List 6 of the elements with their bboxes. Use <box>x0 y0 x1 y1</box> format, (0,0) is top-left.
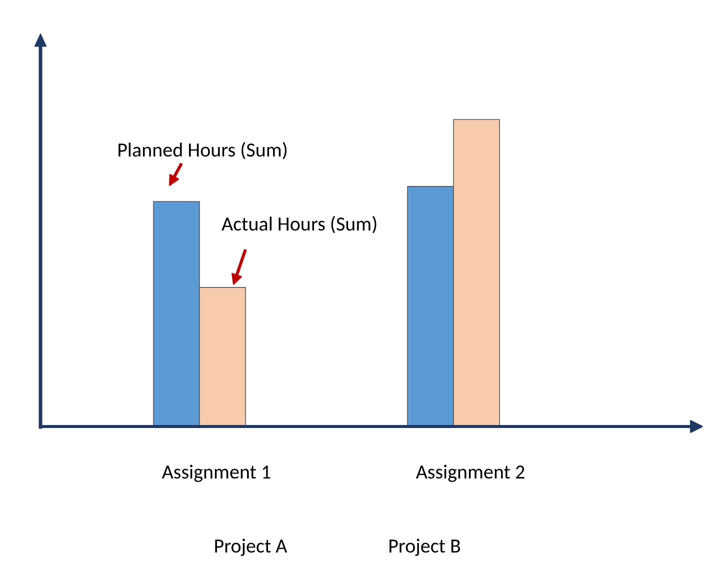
text: Actual Hours (Sum) <box>222 212 378 236</box>
x-tick-label: Assignment 1 <box>162 460 272 484</box>
x-tick-label: Assignment 2 <box>416 460 526 484</box>
text: Project A <box>214 534 288 558</box>
text: Project B <box>388 534 462 558</box>
text: Planned Hours (Sum) <box>117 138 288 162</box>
